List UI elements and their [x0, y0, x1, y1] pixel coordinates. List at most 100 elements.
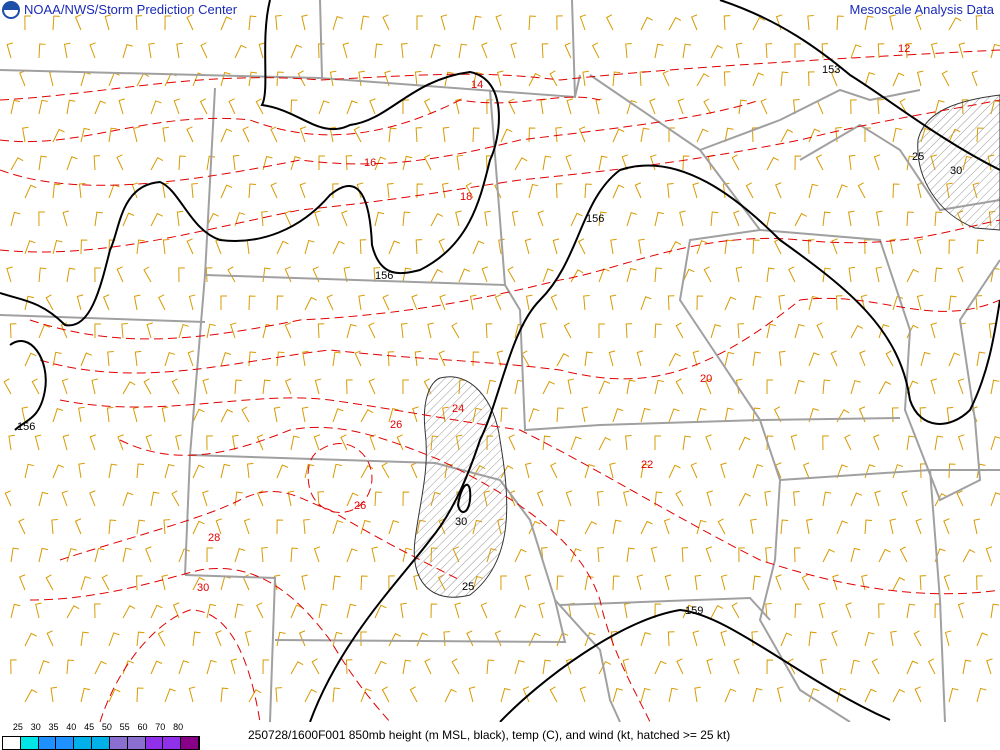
wind-barb	[850, 547, 861, 563]
wind-barb	[565, 658, 573, 675]
wind-barb	[500, 407, 508, 423]
wind-barb	[384, 70, 391, 87]
legend-label: 70	[155, 722, 166, 732]
wind-barb	[276, 519, 284, 535]
wind-barb	[710, 323, 722, 339]
wind-barb	[640, 520, 653, 535]
wind-barb	[301, 406, 309, 423]
wind-barb	[485, 155, 493, 171]
wind-barb	[850, 99, 857, 115]
wind-barb	[481, 266, 489, 283]
wind-barb	[136, 631, 145, 647]
wind-barb	[508, 98, 516, 115]
wind-barb	[864, 15, 874, 31]
wind-barb	[415, 127, 423, 143]
wind-barb	[413, 574, 420, 591]
wind-barb	[24, 632, 37, 647]
wind-barb	[581, 406, 588, 423]
wind-barb	[301, 14, 308, 31]
wind-barb	[500, 687, 511, 703]
wind-barb	[906, 435, 916, 451]
wind-barb	[332, 15, 343, 31]
wind-barb	[662, 70, 670, 87]
wind-barb	[634, 182, 642, 199]
wind-barb	[878, 380, 892, 395]
wind-barb	[318, 100, 330, 115]
wind-barb	[514, 604, 527, 619]
wind-barb	[710, 44, 723, 59]
wind-barb	[78, 406, 85, 423]
wind-barb	[66, 659, 75, 675]
wind-barb	[901, 490, 908, 507]
wind-barb	[794, 155, 802, 171]
wind-barb	[525, 294, 533, 311]
wind-barb	[675, 322, 684, 339]
wind-barb	[563, 322, 572, 339]
wind-barb	[752, 464, 764, 479]
wind-barb	[836, 520, 848, 535]
wind-barb	[975, 295, 983, 311]
wind-barb	[892, 407, 899, 423]
wind-barb	[890, 630, 897, 647]
wind-barb	[808, 295, 819, 311]
wind-barb	[640, 127, 650, 143]
wind-barb	[948, 295, 957, 311]
wind-barb	[206, 323, 216, 339]
wind-barb	[733, 210, 740, 227]
wind-barb	[873, 154, 881, 171]
wind-barb	[957, 378, 965, 395]
height-contours	[0, 0, 1000, 722]
wind-barb	[578, 126, 586, 143]
wind-barb	[835, 295, 843, 311]
wind-barb	[595, 98, 603, 115]
wind-barb	[892, 295, 903, 311]
wind-barb	[906, 603, 916, 619]
wind-barb	[136, 575, 143, 591]
legend-swatch	[145, 737, 164, 749]
wind-barb	[472, 127, 480, 143]
wind-barb	[136, 519, 146, 535]
wind-barb	[472, 71, 483, 87]
wind-barb	[187, 350, 195, 367]
wind-barb	[990, 43, 1000, 59]
wind-barb	[52, 464, 65, 479]
wind-barb	[948, 17, 962, 31]
wind-barb	[290, 99, 298, 115]
wind-barb	[276, 464, 289, 479]
wind-barb	[496, 350, 504, 367]
wind-barb	[822, 379, 831, 395]
wind-barb	[329, 70, 337, 87]
wind-barb	[230, 658, 238, 675]
wind-barb	[538, 602, 545, 619]
wind-barb	[276, 240, 289, 255]
wind-barb	[625, 43, 632, 59]
wind-barb	[332, 631, 343, 647]
wind-barb	[508, 434, 516, 451]
legend-label: 50	[101, 722, 112, 732]
wind-barb	[146, 322, 153, 339]
wind-barb	[861, 574, 868, 591]
wind-barb	[430, 603, 438, 619]
wind-barb	[808, 408, 820, 423]
wind-barb	[706, 658, 713, 675]
wind-barb	[905, 43, 913, 59]
wind-barb	[136, 239, 145, 255]
wind-barb	[161, 406, 169, 423]
wind-barb	[451, 658, 460, 675]
wind-barb	[593, 602, 601, 619]
legend-label: 35	[48, 722, 59, 732]
wind-barb	[694, 574, 702, 591]
wind-barb	[915, 14, 923, 31]
wind-barb	[830, 70, 838, 87]
wind-barb	[80, 71, 91, 87]
wind-barb	[443, 631, 450, 647]
wind-barb	[192, 631, 201, 647]
wind-barb	[536, 490, 544, 507]
wind-barb	[859, 350, 866, 367]
wind-barb	[248, 71, 258, 87]
wind-barb	[705, 378, 712, 395]
wind-barb	[818, 602, 826, 619]
wind-barb	[570, 436, 582, 451]
wind-barb	[122, 492, 134, 507]
wind-barb	[360, 575, 368, 591]
